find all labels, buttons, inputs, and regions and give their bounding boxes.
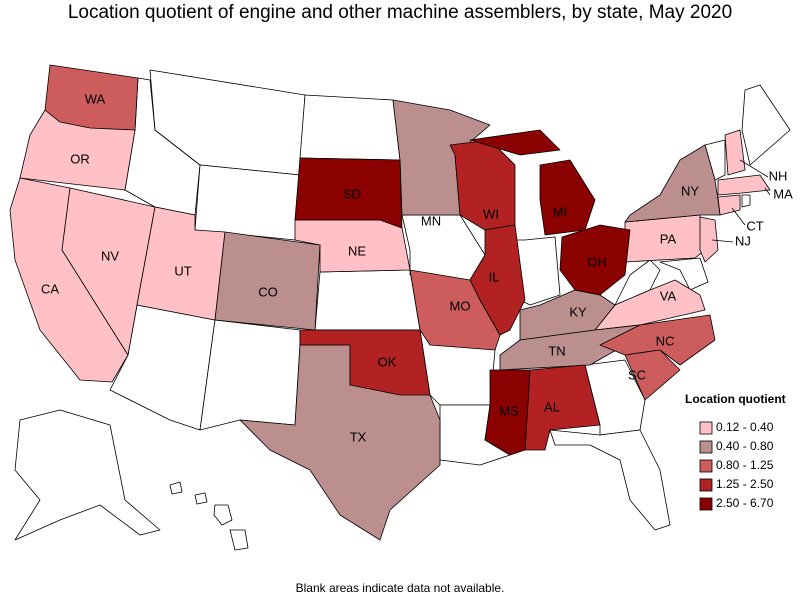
legend-swatch — [699, 497, 713, 511]
state-label: CA — [41, 281, 59, 296]
state-shape — [539, 159, 596, 236]
state-shape — [624, 349, 681, 401]
state — [44, 64, 139, 131]
legend-label: 0.12 - 0.40 — [716, 420, 774, 434]
state — [699, 216, 719, 263]
footnote: Blank areas indicate data not available. — [296, 581, 505, 595]
state-label: NH — [769, 168, 788, 183]
state — [14, 409, 161, 541]
legend-label: 0.80 - 1.25 — [716, 458, 774, 472]
state — [214, 231, 321, 331]
state-shape — [214, 231, 321, 331]
legend-swatch — [699, 440, 713, 454]
state — [659, 257, 709, 291]
state-label: KY — [569, 304, 587, 319]
state-shape — [469, 129, 561, 156]
state-label: OH — [587, 254, 607, 269]
state — [484, 369, 531, 456]
legend: Location quotient 0.12 - 0.40 0.40 - 0.80… — [685, 392, 786, 511]
state-label: NC — [656, 333, 675, 348]
state-shape — [724, 129, 746, 176]
state — [717, 174, 771, 196]
state-label: TX — [350, 429, 367, 444]
data-states — [9, 64, 771, 541]
state-shape — [699, 216, 719, 263]
state-shape — [594, 279, 706, 331]
state-label: VA — [660, 288, 677, 303]
state-label: NJ — [735, 233, 751, 248]
state-shape — [717, 174, 771, 196]
legend-swatch — [699, 478, 713, 492]
state — [299, 329, 431, 396]
state — [741, 84, 791, 166]
state — [594, 279, 706, 331]
state-label: WI — [483, 206, 499, 221]
state — [229, 529, 249, 551]
state — [169, 481, 183, 495]
state — [724, 129, 746, 176]
state — [213, 504, 233, 526]
legend-title: Location quotient — [685, 392, 786, 406]
state-label: NY — [681, 183, 699, 198]
state — [741, 194, 751, 208]
state — [549, 429, 671, 531]
map-title: Location quotient of engine and other ma… — [68, 2, 732, 23]
state — [294, 157, 403, 229]
state — [299, 94, 401, 161]
state-label: SD — [343, 186, 361, 201]
state — [469, 129, 596, 236]
state — [469, 224, 526, 336]
state-label: IL — [489, 269, 500, 284]
state-shape — [717, 194, 741, 216]
state-shape — [294, 157, 403, 229]
state-shape — [559, 224, 631, 296]
state — [624, 349, 681, 401]
state-label: NV — [101, 248, 119, 263]
state-label: TN — [548, 343, 565, 358]
state-shape — [469, 224, 526, 336]
legend-label: 0.40 - 0.80 — [716, 439, 774, 453]
state — [314, 269, 421, 331]
state-label: CO — [258, 284, 278, 299]
state-shape — [624, 144, 721, 223]
legend-swatch — [699, 459, 713, 473]
state-label: AL — [544, 399, 560, 414]
state-shape — [61, 187, 156, 356]
legend-label: 1.25 - 2.50 — [716, 477, 774, 491]
state — [717, 194, 741, 216]
state-label: MA — [773, 186, 793, 201]
state-label: WA — [85, 91, 106, 106]
state-label: PA — [660, 231, 677, 246]
state — [194, 164, 301, 241]
leader-lines — [711, 159, 771, 243]
state-label: MI — [553, 204, 567, 219]
state — [624, 144, 721, 223]
state-shape — [299, 329, 431, 396]
legend-label: 2.50 - 6.70 — [716, 496, 774, 510]
state — [194, 492, 208, 505]
state-label: OR — [70, 151, 90, 166]
state-label: OK — [378, 354, 397, 369]
state-label: CT — [746, 218, 763, 233]
state-label: UT — [174, 263, 191, 278]
state — [559, 224, 631, 296]
state-label: MN — [421, 213, 441, 228]
state — [199, 319, 301, 431]
state-shape — [44, 64, 139, 131]
state-label: NE — [348, 243, 366, 258]
state-label: MO — [450, 298, 471, 313]
state — [61, 187, 156, 356]
state-label: MS — [499, 403, 519, 418]
legend-swatch — [699, 421, 713, 435]
state-label: SC — [628, 367, 646, 382]
state-shape — [484, 369, 531, 456]
state — [401, 214, 486, 281]
